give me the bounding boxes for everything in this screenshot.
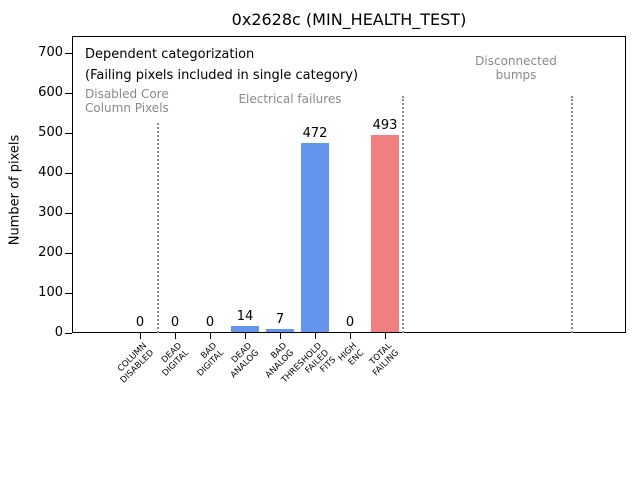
y-tick-label: 400 xyxy=(38,165,63,180)
bar-value-label: 0 xyxy=(205,315,215,330)
y-tick-mark xyxy=(65,92,72,94)
y-tick-mark xyxy=(65,172,72,174)
region-separator-line xyxy=(401,96,404,333)
x-tick-mark xyxy=(174,333,176,339)
bar-threshold-failed-fits xyxy=(301,143,329,332)
annotation-disabled-core-column-pixels: Disabled Core Column Pixels xyxy=(85,87,169,115)
y-tick-label: 200 xyxy=(38,245,63,260)
bar-value-label: 472 xyxy=(302,126,328,142)
region-separator-line xyxy=(571,96,574,333)
bar-value-label: 0 xyxy=(345,315,355,330)
annotation-disconnected-bumps: Disconnected bumps xyxy=(475,54,557,82)
y-tick-label: 600 xyxy=(38,85,63,100)
x-tick-mark xyxy=(314,333,316,339)
y-tick-label: 500 xyxy=(38,125,63,140)
bar-value-label: 0 xyxy=(170,315,180,330)
bar-dead-analog xyxy=(231,326,259,332)
bar-value-label: 493 xyxy=(372,117,398,133)
y-tick-label: 300 xyxy=(38,205,63,220)
plot-area: Dependent categorization (Failing pixels… xyxy=(72,36,626,333)
x-tick-mark xyxy=(279,333,281,339)
bar-bad-analog xyxy=(266,329,294,332)
x-tick-mark xyxy=(349,333,351,339)
y-tick-mark xyxy=(65,52,72,54)
bar-total-failing xyxy=(371,134,399,332)
annotation-electrical-failures: Electrical failures xyxy=(238,92,342,106)
y-tick-mark xyxy=(65,332,72,334)
y-tick-label: 700 xyxy=(38,45,63,60)
bar-value-label: 7 xyxy=(275,312,285,328)
annotation-failing-pixels-note: (Failing pixels included in single categ… xyxy=(85,68,359,83)
x-tick-mark xyxy=(209,333,211,339)
y-axis-label: Number of pixels xyxy=(7,134,23,246)
y-tick-mark xyxy=(65,132,72,134)
y-tick-label: 100 xyxy=(38,285,63,300)
y-tick-mark xyxy=(65,292,72,294)
bar-value-label: 14 xyxy=(236,309,254,325)
x-tick-mark xyxy=(384,333,386,339)
y-tick-mark xyxy=(65,212,72,214)
x-tick-mark xyxy=(139,333,141,339)
chart-title: 0x2628c (MIN_HEALTH_TEST) xyxy=(231,10,467,29)
y-tick-mark xyxy=(65,252,72,254)
y-tick-label: 0 xyxy=(54,325,63,340)
x-tick-mark xyxy=(244,333,246,339)
region-separator-line xyxy=(156,123,159,333)
bar-value-label: 0 xyxy=(135,315,145,330)
annotation-dependent-categorization: Dependent categorization xyxy=(85,47,255,62)
